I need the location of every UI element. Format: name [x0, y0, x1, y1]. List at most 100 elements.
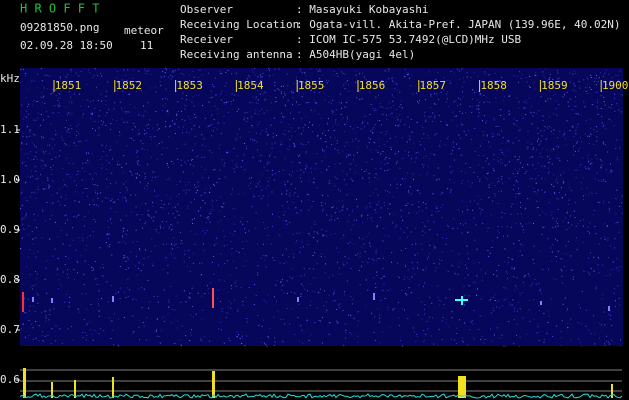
noise-dot — [270, 153, 272, 155]
noise-dot — [168, 178, 170, 180]
noise-dot — [493, 118, 495, 120]
noise-dot — [567, 308, 568, 310]
noise-dot — [274, 337, 276, 339]
noise-dot — [155, 211, 157, 213]
noise-dot — [97, 193, 98, 195]
noise-dot — [23, 161, 25, 163]
noise-dot — [156, 195, 158, 197]
noise-dot — [318, 319, 320, 321]
noise-dot — [94, 129, 96, 131]
level-bar — [458, 376, 466, 398]
noise-dot — [271, 174, 273, 176]
noise-dot — [44, 335, 46, 337]
noise-dot — [286, 223, 288, 225]
noise-dot — [611, 324, 613, 326]
noise-dot — [32, 285, 34, 287]
noise-dot — [246, 112, 248, 113]
noise-dot — [333, 130, 335, 132]
noise-dot — [328, 183, 330, 185]
noise-dot — [31, 79, 33, 81]
noise-dot — [387, 289, 389, 291]
noise-dot — [27, 89, 29, 91]
noise-dot — [324, 99, 326, 101]
noise-dot — [259, 185, 261, 187]
noise-dot — [115, 293, 117, 295]
noise-dot — [154, 136, 156, 138]
noise-dot — [83, 319, 85, 320]
noise-dot — [353, 159, 354, 161]
noise-dot — [133, 331, 135, 333]
noise-dot — [399, 114, 401, 116]
noise-dot — [589, 222, 591, 224]
noise-dot — [304, 144, 306, 146]
noise-dot — [559, 77, 561, 79]
noise-dot — [377, 194, 379, 196]
noise-dot — [182, 126, 184, 128]
noise-dot — [141, 214, 143, 216]
noise-dot — [321, 148, 323, 150]
noise-dot — [268, 68, 270, 70]
noise-dot — [498, 264, 500, 266]
noise-dot — [281, 85, 282, 87]
noise-dot — [422, 166, 424, 168]
noise-dot — [368, 232, 370, 234]
noise-dot — [141, 287, 142, 288]
noise-dot — [114, 201, 116, 203]
noise-dot — [564, 132, 566, 134]
noise-dot — [441, 217, 443, 218]
noise-dot — [465, 222, 467, 224]
noise-dot — [434, 247, 436, 249]
noise-dot — [41, 137, 43, 139]
noise-dot — [560, 331, 562, 333]
noise-dot — [449, 179, 451, 181]
noise-dot — [262, 72, 264, 74]
noise-dot — [427, 166, 429, 168]
noise-dot — [585, 168, 587, 169]
noise-dot — [274, 142, 276, 144]
noise-dot — [456, 227, 458, 229]
noise-dot — [321, 205, 323, 207]
noise-dot — [451, 250, 453, 252]
noise-dot — [527, 185, 529, 187]
noise-dot — [269, 69, 270, 71]
noise-dot — [462, 112, 464, 114]
noise-dot — [83, 273, 85, 275]
noise-dot — [429, 297, 431, 299]
noise-dot — [453, 73, 455, 75]
noise-dot — [162, 269, 164, 270]
noise-dot — [502, 182, 503, 184]
noise-dot — [171, 243, 173, 245]
noise-dot — [235, 164, 237, 166]
noise-dot — [347, 243, 349, 245]
noise-dot — [193, 262, 195, 264]
noise-dot — [34, 80, 35, 82]
noise-dot — [74, 180, 76, 182]
noise-dot — [289, 195, 291, 197]
noise-dot — [587, 92, 589, 94]
noise-dot — [173, 237, 174, 239]
noise-dot — [226, 151, 228, 153]
noise-dot — [274, 345, 275, 346]
noise-dot — [503, 100, 505, 102]
noise-dot — [423, 133, 425, 135]
noise-dot — [602, 264, 604, 266]
noise-dot — [473, 338, 475, 340]
noise-dot — [65, 144, 67, 146]
noise-dot — [424, 111, 426, 113]
noise-dot — [435, 179, 437, 181]
noise-dot — [426, 320, 428, 322]
noise-dot — [286, 73, 288, 75]
noise-dot — [85, 139, 87, 141]
noise-dot — [227, 306, 229, 308]
noise-dot — [62, 271, 64, 273]
noise-dot — [375, 211, 377, 213]
noise-dot — [122, 79, 124, 81]
noise-dot — [394, 82, 396, 84]
noise-dot — [571, 109, 573, 111]
noise-dot — [144, 176, 146, 177]
noise-dot — [462, 211, 463, 213]
noise-dot — [604, 235, 605, 237]
noise-dot — [298, 111, 300, 113]
noise-dot — [22, 324, 24, 326]
noise-dot — [59, 149, 61, 151]
